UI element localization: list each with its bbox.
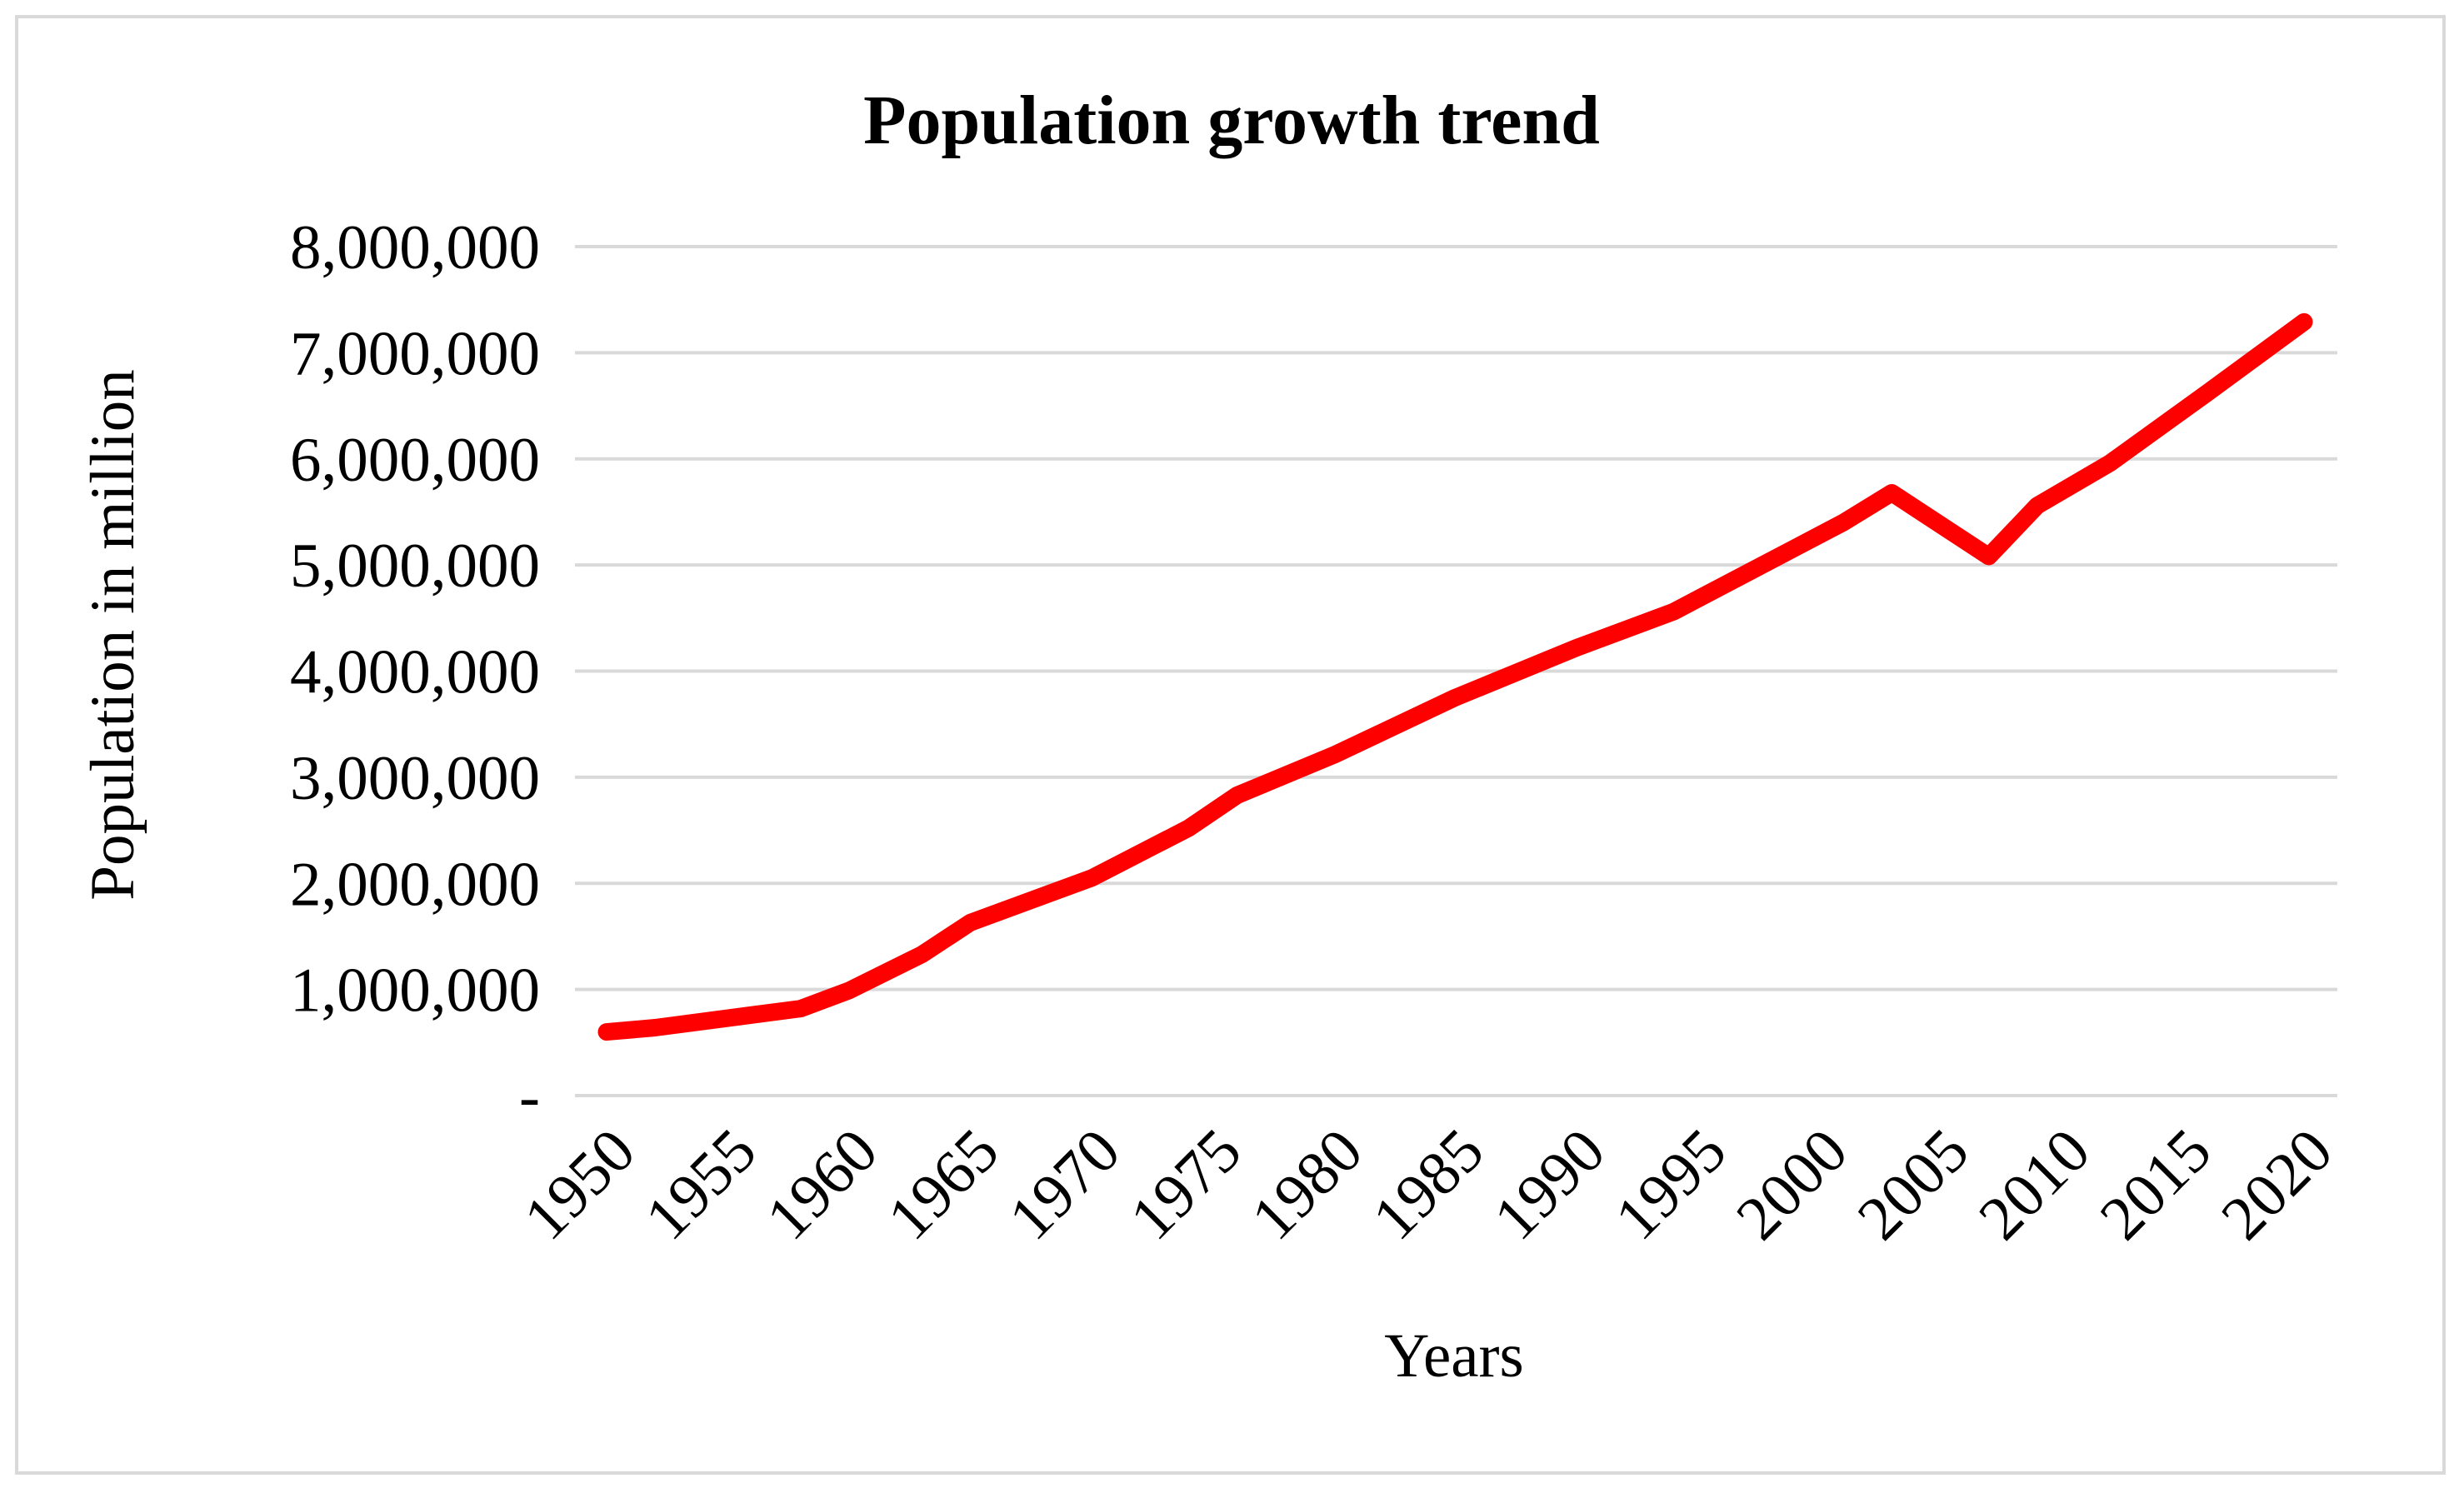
y-tick-label: -	[519, 1062, 540, 1131]
chart-frame	[15, 15, 2446, 1475]
y-tick-label: 5,000,000	[290, 532, 540, 601]
y-tick-label: 4,000,000	[290, 638, 540, 707]
x-tick-label: 2010	[1966, 1116, 2103, 1253]
y-tick-label: 3,000,000	[290, 744, 540, 813]
y-tick-label: 8,000,000	[290, 213, 540, 282]
x-tick-label: 1975	[1117, 1116, 1255, 1253]
x-tick-label: 1995	[1602, 1116, 1740, 1253]
x-tick-label: 2015	[2087, 1116, 2225, 1253]
x-tick-label: 1990	[1481, 1116, 1618, 1253]
x-tick-label: 2000	[1723, 1116, 1861, 1253]
y-tick-label: 1,000,000	[290, 956, 540, 1026]
x-tick-label: 2020	[2208, 1116, 2346, 1253]
x-tick-label: 1985	[1360, 1116, 1497, 1253]
series-line-0	[597, 312, 2313, 1041]
x-tick-label: 1955	[632, 1116, 770, 1253]
y-axis-ticks: - 1,000,000 2,000,000 3,000,000 4,000,000 5,0…	[290, 213, 540, 1131]
x-tick-label: 1950	[511, 1116, 648, 1253]
y-axis-label: Population in million	[78, 369, 147, 901]
series-layer	[597, 312, 2313, 1041]
x-tick-label: 2005	[1845, 1116, 1982, 1253]
y-tick-label: 6,000,000	[290, 426, 540, 495]
x-axis-label: Years	[1384, 1321, 1523, 1391]
x-tick-label: 1970	[996, 1116, 1133, 1253]
y-tick-label: 2,000,000	[290, 850, 540, 919]
x-tick-label: 1960	[753, 1116, 891, 1253]
y-tick-label: 7,000,000	[290, 319, 540, 388]
x-axis-ticks: 1950195519601965197019751980198519901995…	[511, 1116, 2346, 1253]
x-tick-label: 1980	[1238, 1116, 1376, 1253]
gridlines	[575, 245, 2337, 991]
x-tick-label: 1965	[875, 1116, 1012, 1253]
chart-title: Population growth trend	[863, 82, 1600, 159]
